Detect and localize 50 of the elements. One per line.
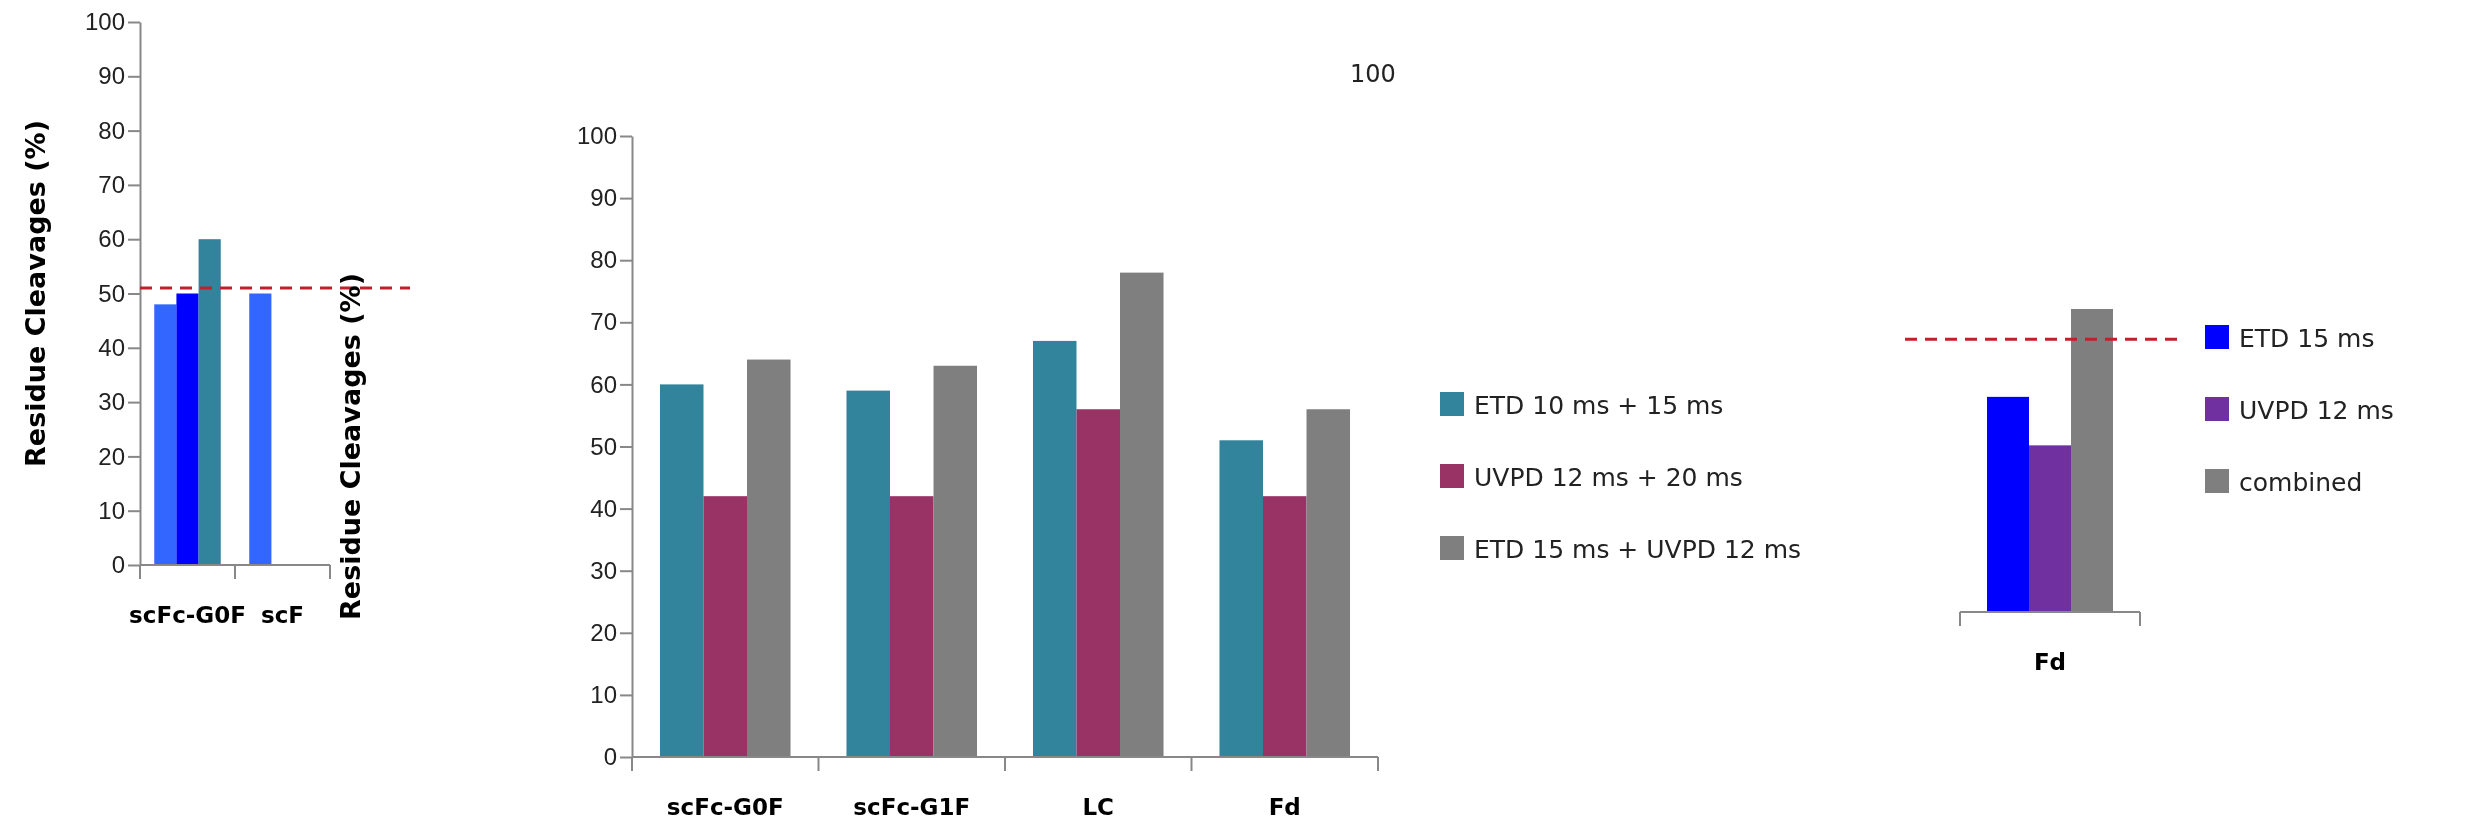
bar (703, 496, 748, 757)
y-tick-label: 20 (98, 442, 125, 470)
y-tick-label: 40 (98, 333, 125, 361)
x-tick-label: Fd (1268, 794, 1301, 820)
bar (846, 390, 890, 757)
y-tick-label: 100 (576, 122, 617, 150)
y-tick-label: 40 (590, 494, 617, 522)
bar (1032, 340, 1077, 757)
bar (659, 384, 704, 757)
bar (1219, 440, 1263, 757)
y-tick-label: 30 (590, 556, 617, 584)
text: 100 (1350, 60, 1396, 88)
bar (249, 293, 272, 565)
x-tick-label: scF (260, 602, 305, 628)
legend-label: combined (2239, 468, 2363, 497)
y-tick-label: 80 (98, 116, 125, 144)
bar (154, 304, 177, 565)
x-tick-label: scFc-G0F (129, 602, 246, 628)
bar (1262, 496, 1307, 757)
y-axis-title: Residue Cleavages (%) (20, 120, 51, 467)
y-axis-title: Residue Cleavages (%) (335, 273, 366, 620)
bar (198, 239, 221, 565)
y-tick-label: 20 (590, 618, 617, 646)
legend-label: ETD 15 ms + UVPD 12 ms (1474, 535, 1802, 564)
y-tick-label: 60 (98, 225, 125, 253)
x-tick-label: scFc-G0F (666, 794, 784, 820)
legend-label: ETD 15 ms (2239, 324, 2375, 353)
bar (176, 293, 199, 565)
y-tick-label: 0 (603, 743, 617, 771)
y-tick-label: 60 (590, 370, 617, 398)
y-tick-label: 70 (590, 308, 617, 336)
y-tick-label: 70 (98, 171, 125, 199)
x-tick-label: Fd (2033, 649, 2067, 675)
y-tick-label: 50 (590, 432, 617, 460)
legend-label: ETD 10 ms + 15 ms (1474, 391, 1724, 420)
y-tick-label: 90 (590, 184, 617, 212)
x-tick-label: scFc-G1F (853, 794, 971, 820)
bar (889, 496, 934, 757)
x-tick-label: LC (1082, 794, 1115, 820)
y-tick-label: 90 (98, 62, 125, 90)
legend-label: UVPD 12 ms + 20 ms (1474, 463, 1743, 492)
y-tick-label: 0 (111, 551, 125, 579)
y-tick-label: 10 (98, 496, 125, 524)
y-tick-label: 10 (590, 681, 617, 709)
bar (1076, 409, 1121, 757)
y-tick-label: 50 (98, 279, 125, 307)
y-tick-label: 30 (98, 388, 125, 416)
y-tick-label: 80 (590, 246, 617, 274)
y-tick-label: 100 (84, 8, 125, 36)
legend-label: UVPD 12 ms (2239, 396, 2394, 425)
